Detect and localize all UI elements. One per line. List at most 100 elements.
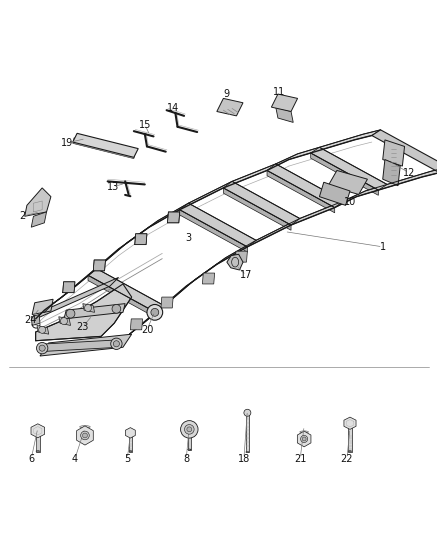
Circle shape — [85, 304, 92, 311]
Polygon shape — [383, 140, 405, 166]
Text: 13: 13 — [107, 182, 119, 191]
Circle shape — [82, 433, 87, 438]
Polygon shape — [35, 277, 119, 319]
Text: 10: 10 — [344, 197, 356, 207]
Polygon shape — [64, 304, 125, 319]
Text: 23: 23 — [77, 322, 89, 332]
Text: 24: 24 — [24, 315, 36, 325]
Polygon shape — [31, 314, 40, 326]
Text: 8: 8 — [183, 454, 189, 464]
Circle shape — [113, 341, 120, 347]
Ellipse shape — [32, 429, 44, 432]
Text: 2: 2 — [19, 211, 26, 221]
Text: 20: 20 — [141, 325, 153, 335]
Polygon shape — [88, 269, 164, 312]
Polygon shape — [223, 181, 300, 225]
Bar — [187, 430, 191, 449]
Polygon shape — [167, 212, 180, 223]
Polygon shape — [73, 138, 135, 159]
Polygon shape — [73, 133, 138, 157]
Ellipse shape — [246, 451, 249, 453]
Polygon shape — [88, 275, 155, 318]
Polygon shape — [276, 107, 293, 123]
Polygon shape — [235, 251, 247, 262]
Circle shape — [66, 309, 75, 318]
Circle shape — [300, 435, 307, 442]
Polygon shape — [161, 297, 173, 308]
Polygon shape — [63, 282, 75, 293]
Polygon shape — [31, 212, 46, 227]
Polygon shape — [267, 164, 343, 207]
Text: 22: 22 — [341, 454, 353, 464]
Circle shape — [187, 427, 192, 432]
Ellipse shape — [78, 434, 92, 439]
Text: 3: 3 — [185, 233, 191, 243]
Polygon shape — [130, 167, 438, 334]
Polygon shape — [125, 427, 135, 438]
Circle shape — [147, 304, 162, 320]
Polygon shape — [344, 417, 356, 430]
Polygon shape — [202, 273, 215, 284]
Polygon shape — [35, 130, 381, 319]
Polygon shape — [319, 182, 350, 205]
Bar — [129, 433, 132, 452]
Ellipse shape — [187, 449, 191, 450]
Polygon shape — [311, 153, 378, 195]
Polygon shape — [297, 431, 311, 447]
Circle shape — [111, 338, 122, 350]
Circle shape — [184, 425, 194, 434]
Text: 15: 15 — [138, 119, 151, 130]
Circle shape — [60, 318, 67, 325]
Ellipse shape — [36, 450, 39, 452]
Polygon shape — [25, 188, 51, 216]
Circle shape — [302, 437, 306, 441]
Polygon shape — [32, 299, 53, 314]
Bar — [36, 432, 39, 452]
Polygon shape — [272, 94, 297, 111]
Polygon shape — [35, 284, 132, 341]
Polygon shape — [223, 188, 291, 230]
Circle shape — [112, 304, 121, 313]
Polygon shape — [180, 210, 247, 252]
Ellipse shape — [129, 451, 132, 452]
Ellipse shape — [349, 451, 352, 452]
Polygon shape — [135, 234, 147, 245]
Text: 18: 18 — [238, 454, 250, 464]
Polygon shape — [217, 99, 243, 116]
Polygon shape — [227, 254, 243, 270]
Circle shape — [81, 431, 89, 440]
Ellipse shape — [300, 431, 308, 433]
Text: 6: 6 — [28, 454, 34, 464]
Text: 1: 1 — [380, 242, 386, 252]
Polygon shape — [83, 304, 95, 312]
Circle shape — [39, 345, 45, 351]
Text: 19: 19 — [61, 138, 73, 148]
Circle shape — [36, 343, 48, 354]
Polygon shape — [37, 326, 49, 334]
Bar — [246, 413, 249, 452]
Text: 21: 21 — [294, 454, 307, 464]
Polygon shape — [31, 424, 45, 438]
Polygon shape — [40, 334, 132, 356]
Ellipse shape — [346, 424, 354, 426]
Text: 11: 11 — [273, 87, 286, 97]
Circle shape — [151, 309, 159, 316]
Polygon shape — [267, 171, 335, 213]
Ellipse shape — [298, 439, 310, 442]
Polygon shape — [311, 147, 387, 190]
Polygon shape — [131, 319, 143, 330]
Polygon shape — [59, 317, 71, 326]
Text: 17: 17 — [240, 270, 252, 280]
Text: 4: 4 — [72, 454, 78, 464]
Circle shape — [39, 326, 46, 333]
Text: 5: 5 — [124, 454, 131, 464]
Polygon shape — [383, 159, 400, 185]
Circle shape — [180, 421, 198, 438]
Polygon shape — [180, 203, 256, 247]
Polygon shape — [93, 260, 106, 271]
Polygon shape — [77, 426, 93, 445]
Text: 12: 12 — [403, 168, 415, 177]
Circle shape — [244, 409, 251, 416]
Polygon shape — [328, 171, 367, 195]
Bar — [349, 424, 352, 452]
